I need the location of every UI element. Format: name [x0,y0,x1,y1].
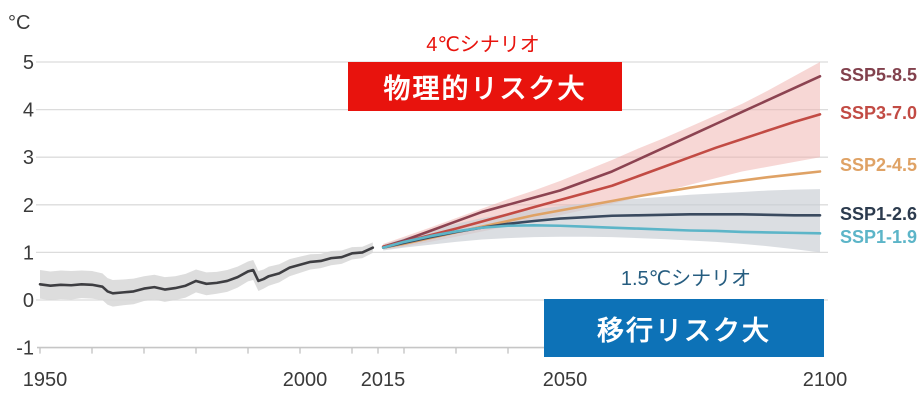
physical-risk-banner: 物理的リスク大 [348,62,622,111]
y-tick-label: 4 [23,100,34,122]
y-tick-label: 1 [23,242,34,264]
series-label-ssp1-1-9: SSP1-1.9 [840,227,918,248]
y-tick-label: -1 [16,338,34,360]
x-tick-label: 2050 [543,369,588,391]
historical-temperature-line [38,246,375,295]
y-tick-label: 5 [23,52,34,74]
y-axis-unit-label: °C [8,12,31,34]
series-label-ssp3-7-0: SSP3-7.0 [840,103,918,124]
series-label-ssp1-2-6: SSP1-2.6 [840,204,918,225]
series-label-ssp2-4-5: SSP2-4.5 [840,155,918,176]
series-label-ssp5-8-5: SSP5-8.5 [840,65,918,86]
x-tick-label: 2015 [361,369,406,391]
x-tick-label: 2100 [803,369,848,391]
transition-risk-banner: 移行リスク大 [544,299,824,357]
y-tick-label: 2 [23,195,34,217]
scenario-4c-label: 4℃シナリオ [426,34,540,56]
series-line-ssp1-1-9 [381,223,822,249]
historical-uncertainty-band [40,242,373,307]
series-line-ssp5-8-5 [381,74,822,248]
x-tick-label: 2000 [283,369,328,391]
x-tick-label: 1950 [23,369,68,391]
low-emission-uncertainty-band [383,189,820,253]
y-tick-label: 0 [23,290,34,312]
scenario-1-5c-label: 1.5℃シナリオ [620,268,752,290]
y-tick-label: 3 [23,147,34,169]
series-line-ssp3-7-0 [381,113,822,248]
